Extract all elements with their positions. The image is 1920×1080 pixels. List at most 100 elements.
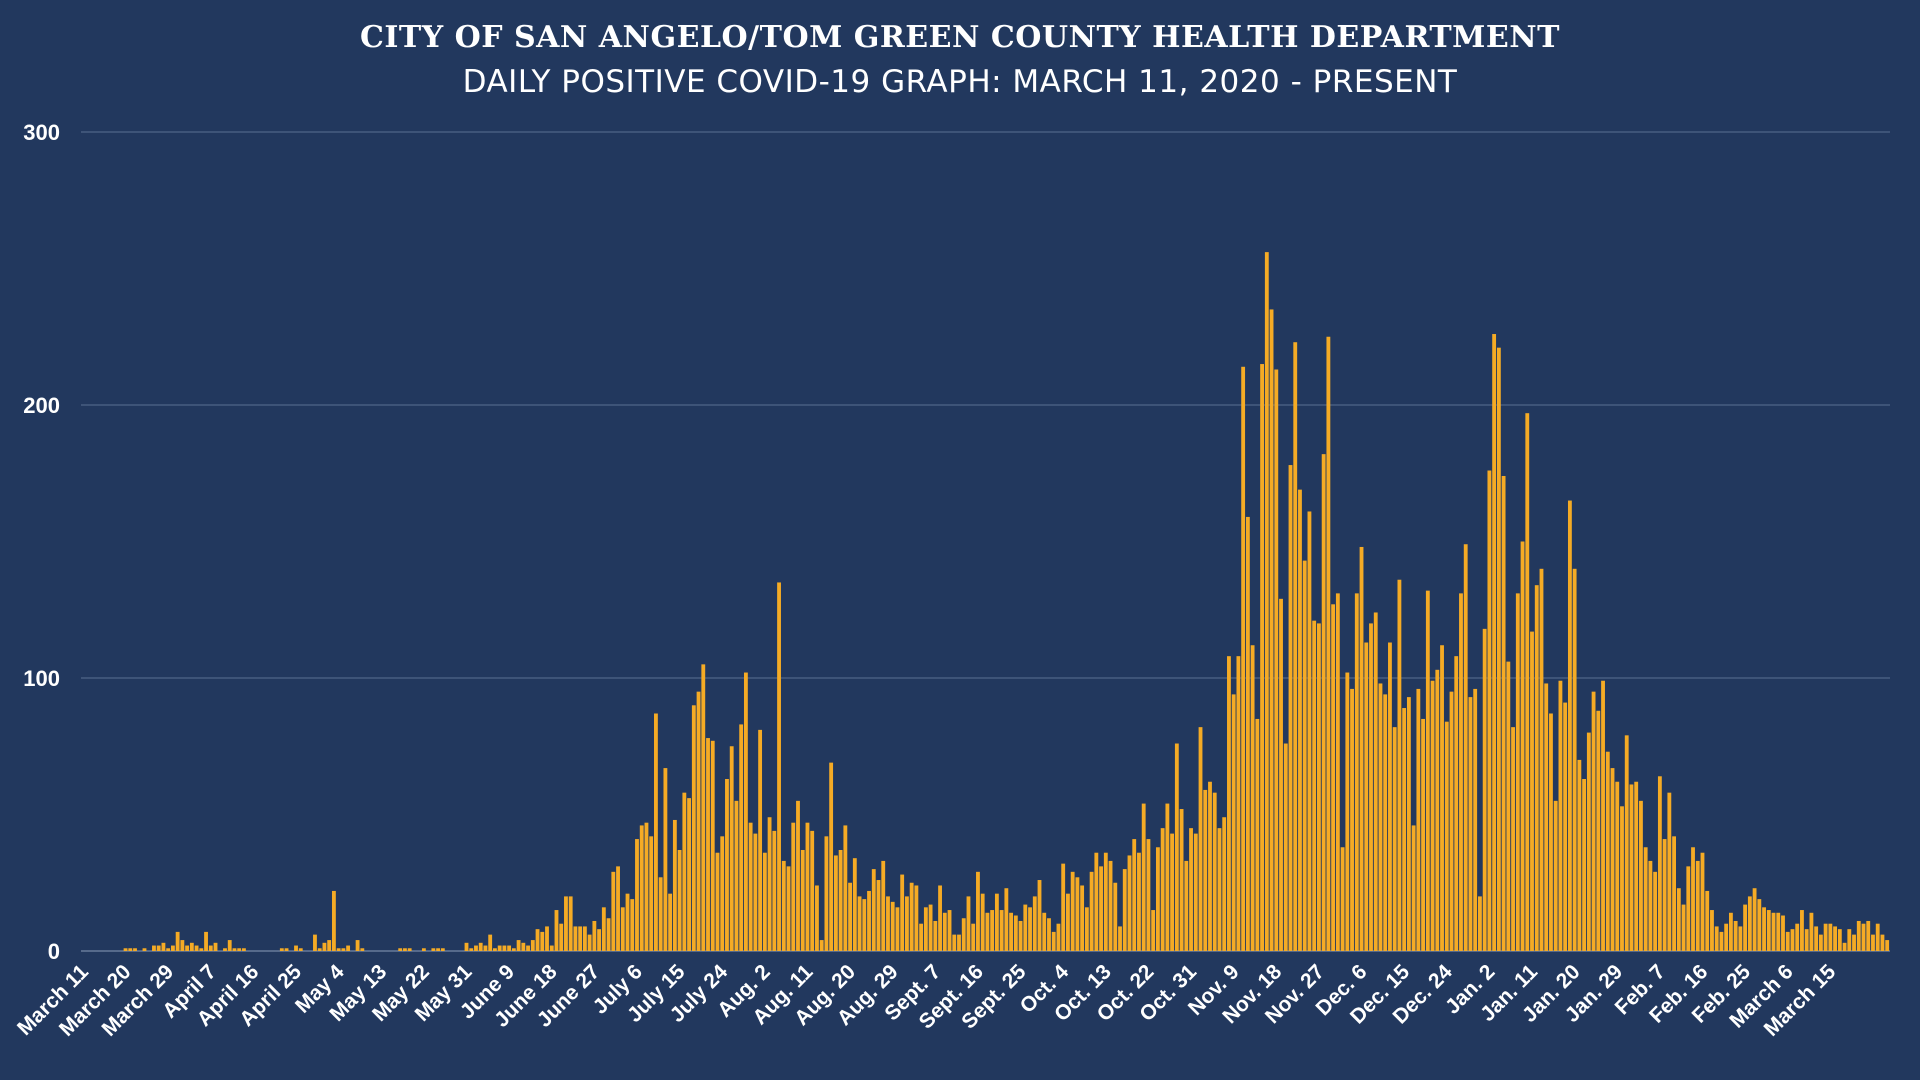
bar	[1596, 710, 1601, 951]
bar	[1634, 781, 1639, 951]
bar	[1326, 336, 1331, 951]
bar	[971, 923, 976, 951]
bar	[1245, 516, 1250, 951]
bar	[739, 724, 744, 951]
bar	[706, 738, 710, 951]
bar	[1463, 544, 1468, 951]
bar	[1686, 866, 1691, 951]
bar	[237, 948, 242, 951]
bar	[654, 713, 658, 951]
bar	[677, 849, 682, 951]
bar	[1255, 718, 1260, 951]
bar	[1099, 866, 1103, 951]
bar	[421, 948, 426, 951]
bar	[1487, 470, 1492, 951]
bar	[1643, 847, 1648, 951]
bar	[483, 945, 488, 951]
bar	[573, 926, 578, 951]
bar	[294, 945, 298, 951]
bar	[1885, 940, 1890, 951]
bar	[1818, 934, 1823, 951]
bar	[1705, 890, 1710, 951]
bar	[1122, 869, 1127, 951]
bar	[1648, 860, 1653, 951]
bar	[1383, 694, 1388, 951]
bar	[919, 923, 924, 951]
bar	[1425, 590, 1430, 951]
bar	[1373, 612, 1378, 951]
bar	[1856, 920, 1861, 951]
bar	[474, 945, 478, 951]
bar	[597, 929, 602, 951]
bar	[1738, 926, 1743, 951]
bar	[1222, 817, 1227, 951]
bar	[1118, 926, 1122, 951]
bar	[1312, 620, 1317, 951]
bar	[1572, 568, 1577, 951]
bar	[658, 877, 663, 951]
bar	[587, 934, 592, 951]
bar	[1833, 926, 1838, 951]
bar	[175, 931, 180, 951]
bar	[398, 948, 403, 951]
bars	[123, 252, 1890, 952]
bar	[1842, 942, 1847, 951]
bar	[578, 926, 583, 951]
bar	[1402, 708, 1407, 951]
bar	[568, 896, 573, 951]
bar	[1435, 669, 1440, 951]
bar	[1681, 904, 1686, 951]
bar	[128, 948, 133, 951]
bar	[1781, 915, 1785, 951]
bar	[980, 893, 985, 951]
bar	[1496, 347, 1501, 951]
bar	[1871, 934, 1875, 951]
bar	[961, 918, 966, 951]
bar	[1042, 912, 1047, 951]
bar	[1103, 852, 1108, 951]
y-tick-label: 100	[23, 666, 60, 691]
bar	[668, 893, 673, 951]
bar	[1691, 847, 1695, 951]
bar	[1316, 623, 1321, 951]
bar	[682, 792, 687, 951]
bar	[1146, 839, 1151, 951]
bar	[242, 948, 246, 951]
bar	[1397, 579, 1402, 951]
bar	[767, 817, 772, 951]
bar	[1544, 683, 1549, 951]
bar	[1160, 828, 1165, 951]
bar	[1340, 847, 1345, 951]
chart-subtitle: DAILY POSITIVE COVID-19 GRAPH: MARCH 11,…	[462, 64, 1458, 100]
bar	[843, 825, 848, 951]
bar	[540, 931, 545, 951]
bar	[1800, 910, 1804, 951]
bar	[1203, 789, 1208, 951]
bar	[502, 945, 507, 951]
bar	[592, 920, 597, 951]
bar	[1066, 893, 1070, 951]
bar	[1227, 656, 1231, 951]
bar	[1620, 806, 1624, 951]
bar	[1771, 912, 1776, 951]
bar	[720, 836, 725, 951]
bar	[161, 942, 166, 951]
bar	[1847, 929, 1852, 951]
bar	[701, 664, 706, 951]
bar	[1075, 877, 1080, 951]
bar	[1392, 727, 1397, 951]
bar	[407, 948, 412, 951]
bar	[957, 934, 961, 951]
bar	[800, 849, 805, 951]
bar	[336, 948, 341, 951]
bar	[753, 833, 758, 951]
bar	[1539, 568, 1544, 951]
bar	[1676, 888, 1681, 951]
bar	[743, 672, 748, 951]
bar	[1009, 912, 1014, 951]
bar	[852, 858, 857, 951]
bar	[762, 852, 767, 951]
bar	[1298, 489, 1302, 951]
bar	[521, 942, 526, 951]
bar	[715, 852, 720, 951]
